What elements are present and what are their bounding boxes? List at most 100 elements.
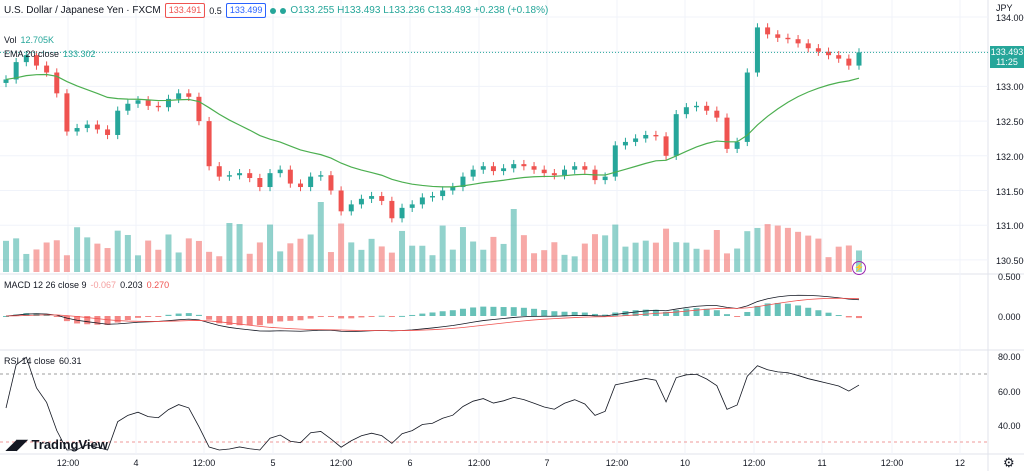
macd-histogram-bar	[84, 316, 91, 325]
macd-histogram-bar	[845, 316, 852, 318]
volume-bar	[713, 230, 720, 272]
macd-histogram-bar	[815, 310, 822, 316]
volume-bar	[429, 255, 436, 272]
macd-histogram-bar	[236, 316, 243, 326]
macd-histogram-bar	[581, 312, 588, 316]
volume-bar	[784, 227, 791, 272]
volume-bar	[510, 209, 517, 272]
candle-body	[572, 166, 578, 170]
volume-bar	[226, 223, 233, 272]
volume-bar	[13, 238, 20, 272]
ema-label: EMA 20 close	[4, 49, 60, 59]
macd-histogram-bar	[561, 311, 568, 316]
candle-body	[267, 173, 273, 188]
macd-histogram-bar	[856, 316, 862, 319]
volume-bar	[632, 242, 639, 272]
candle-body	[44, 65, 50, 73]
candle-body	[257, 178, 263, 188]
macd-histogram-bar	[378, 315, 385, 317]
macd-histogram-bar	[531, 308, 538, 316]
sell-button[interactable]: 133.491	[164, 3, 206, 18]
macd-histogram-bar	[835, 315, 842, 317]
volume-bar	[185, 238, 192, 272]
macd-histogram-bar	[673, 309, 680, 316]
volume-bar	[378, 246, 385, 272]
candle-body	[23, 55, 29, 63]
candle-body	[54, 72, 60, 94]
volume-bar	[500, 243, 507, 272]
candle-body	[328, 175, 334, 191]
volume-bar	[63, 255, 70, 272]
candle-body	[64, 93, 70, 132]
volume-bar	[459, 227, 466, 272]
macd-histogram-bar	[632, 310, 639, 316]
lightning-icon[interactable]: ⚡	[852, 261, 866, 275]
candle-body	[226, 175, 232, 177]
macd-histogram-bar	[439, 311, 446, 316]
candle-body	[501, 168, 507, 172]
candle-body	[815, 48, 821, 52]
spread-value: 0.5	[209, 5, 222, 16]
ohlc-values: O133.255 H133.493 L133.236 C133.493 +0.2…	[290, 5, 549, 16]
settings-gear-icon[interactable]: ⚙	[1003, 455, 1015, 470]
macd-hist-value: -0.067	[90, 280, 117, 290]
macd-histogram-bar	[449, 310, 456, 316]
candle-body	[490, 166, 496, 172]
macd-histogram-bar	[663, 311, 670, 316]
rsi-value: 60.31	[59, 356, 82, 366]
macd-histogram-bar	[490, 306, 497, 316]
macd-histogram-bar	[358, 316, 365, 318]
price-axis-label: 131.000	[996, 221, 1024, 232]
macd-histogram-bar	[206, 316, 213, 320]
macd-histogram-bar	[287, 316, 294, 321]
macd-histogram-bar	[368, 316, 375, 317]
rsi-label: RSI 14 close	[4, 356, 56, 366]
volume-bar	[551, 242, 558, 272]
macd-histogram-bar	[104, 316, 111, 325]
candle-body	[145, 100, 151, 106]
macd-histogram-bar	[114, 316, 121, 323]
volume-bar	[267, 224, 274, 272]
price-axis-label: 130.500	[996, 255, 1024, 266]
macd-histogram-bar	[713, 310, 720, 316]
buy-button[interactable]: 133.499	[225, 3, 267, 18]
candle-body	[33, 55, 39, 66]
time-axis-label: 12:00	[56, 458, 80, 468]
macd-legend: MACD 12 26 close 9 -0.067 0.203 0.270	[4, 280, 169, 290]
volume-bar	[175, 252, 182, 272]
macd-histogram-bar	[510, 307, 517, 316]
candle-body	[511, 164, 517, 169]
macd-histogram-bar	[541, 310, 548, 316]
volume-bar	[165, 234, 172, 272]
macd-histogram-bar	[348, 316, 355, 319]
rsi-axis-label: 80.00	[998, 352, 1021, 362]
macd-histogram-bar	[124, 316, 131, 321]
volume-bar	[236, 224, 243, 272]
candle-body	[440, 190, 446, 197]
volume-bar	[571, 256, 578, 272]
candle-body	[704, 105, 710, 111]
volume-bar	[195, 240, 202, 272]
candle-body	[206, 121, 212, 167]
macd-label: MACD 12 26 close 9	[4, 280, 87, 290]
macd-histogram-bar	[734, 316, 741, 317]
candle-body	[155, 105, 161, 108]
candle-body	[754, 27, 760, 73]
candle-body	[3, 79, 9, 83]
volume-bar	[53, 240, 60, 272]
volume-bar	[744, 231, 751, 272]
volume-bar	[520, 235, 527, 272]
macd-histogram-bar	[805, 307, 812, 316]
volume-bar	[531, 253, 538, 272]
macd-histogram-bar	[419, 313, 426, 316]
candle-body	[318, 175, 324, 177]
candle-body	[338, 190, 344, 212]
time-axis-label: 12:00	[192, 458, 216, 468]
candle-body	[379, 196, 385, 201]
candle-body	[115, 110, 121, 135]
volume-bar	[652, 242, 659, 272]
volume-bar	[642, 240, 649, 272]
volume-bar	[94, 243, 101, 272]
macd-histogram-bar	[784, 303, 791, 316]
